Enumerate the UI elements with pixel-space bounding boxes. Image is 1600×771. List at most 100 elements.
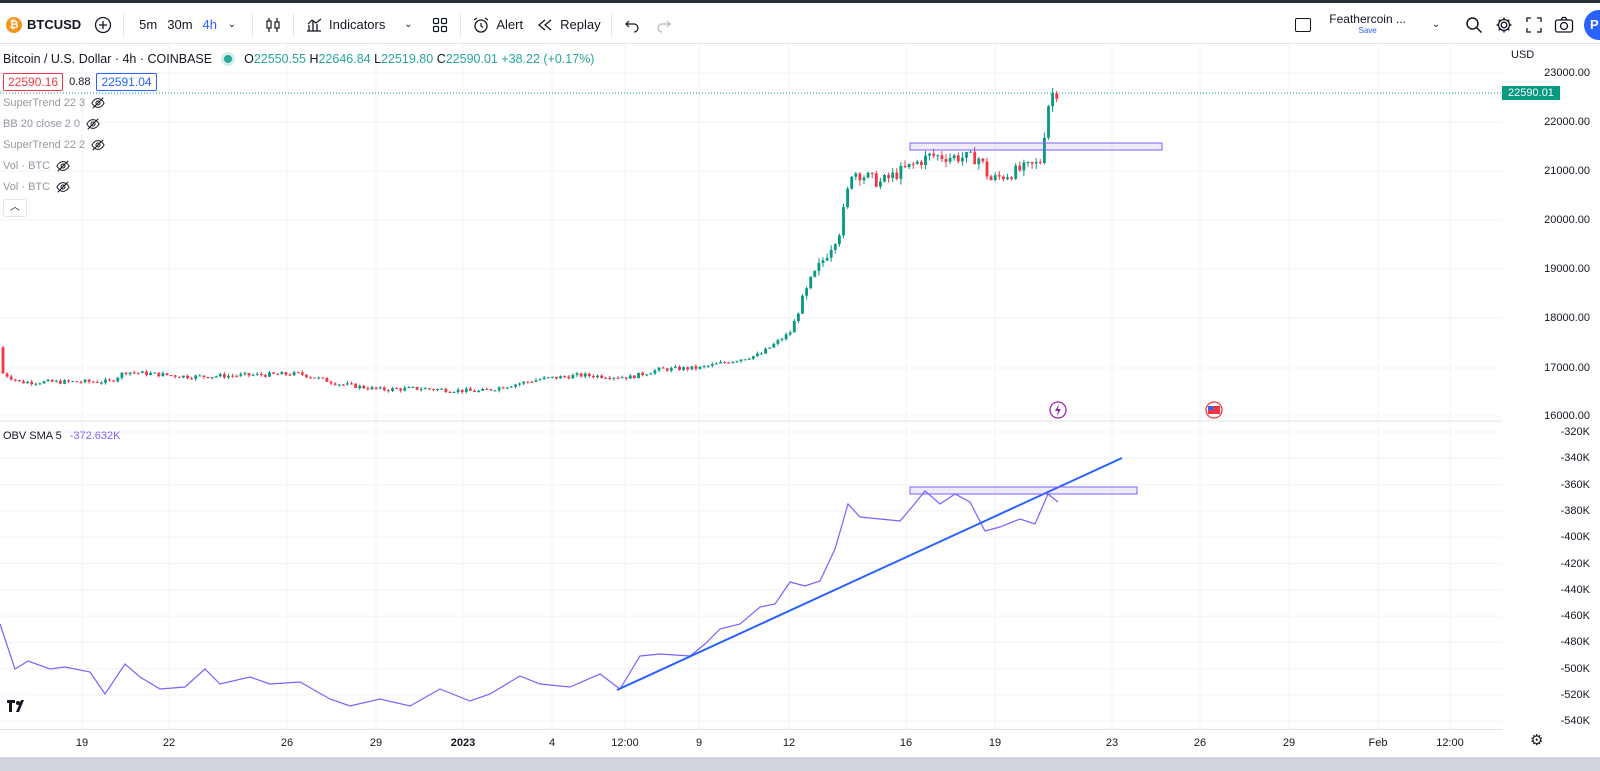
candle-body	[653, 370, 657, 374]
chevron-down-icon[interactable]: ⌄	[1431, 19, 1441, 30]
collapse-legend-button[interactable]: ︿	[3, 199, 27, 217]
interval-4h-button[interactable]: 4h	[202, 17, 217, 32]
eye-hidden-icon[interactable]	[91, 96, 105, 110]
interval-30m-button[interactable]: 30m	[167, 17, 193, 32]
candle-body	[805, 288, 808, 296]
eye-hidden-icon[interactable]	[86, 117, 100, 131]
indicator-supertrend-2[interactable]: SuperTrend 22 2	[3, 134, 594, 155]
candle-body	[26, 381, 29, 384]
gear-icon[interactable]	[1494, 15, 1514, 35]
candle-body	[915, 161, 919, 164]
candle-body	[1, 347, 5, 374]
symbol-search-button[interactable]: ₿ BTCUSD	[0, 6, 87, 43]
time-tick-label: 29	[1282, 737, 1296, 749]
redo-button[interactable]	[648, 6, 680, 43]
candle-body	[514, 384, 517, 387]
candle-body	[883, 174, 886, 182]
candle-body	[768, 347, 772, 349]
candle-body	[575, 373, 579, 376]
candle-body	[801, 295, 804, 314]
candle-body	[153, 372, 157, 374]
candle-body	[485, 388, 489, 390]
candle-body	[911, 163, 915, 165]
candle-body	[284, 372, 288, 375]
eye-hidden-icon[interactable]	[56, 159, 70, 173]
alert-button[interactable]: Alert	[465, 6, 529, 43]
obv-scale[interactable]: -320K -340K -360K -380K -400K -420K -440K -460K…	[1502, 421, 1600, 729]
replay-button[interactable]: Replay	[529, 6, 606, 43]
candle-body	[34, 383, 38, 385]
obv-trendline[interactable]	[616, 457, 1123, 691]
symbol-title[interactable]: Bitcoin / U.S. Dollar · 4h · COINBASE	[3, 52, 213, 66]
chart-type-button[interactable]	[257, 6, 289, 43]
indicator-vol-2[interactable]: Vol · BTC	[3, 176, 594, 197]
candle-body	[1022, 162, 1026, 171]
candle-body	[792, 321, 796, 333]
layout-name-button[interactable]: Feathercoin ... Save	[1329, 13, 1406, 37]
candle-body	[407, 387, 411, 389]
candle-body	[391, 388, 394, 391]
candle-body	[276, 373, 280, 375]
candle-body	[38, 383, 42, 385]
scale-settings-gear-icon[interactable]: ⚙	[1530, 732, 1544, 749]
currency-label[interactable]: USD	[1511, 49, 1535, 61]
candle-body	[116, 377, 120, 382]
candle-body	[956, 155, 960, 162]
candle-body	[50, 379, 54, 382]
candle-body	[874, 173, 878, 187]
time-tick-label: 26	[280, 737, 294, 749]
fullscreen-icon[interactable]	[1524, 15, 1544, 35]
candle-body	[59, 380, 62, 384]
candle-body	[132, 372, 136, 374]
camera-icon[interactable]	[1554, 15, 1574, 35]
templates-button[interactable]	[424, 6, 456, 43]
candle-body	[997, 175, 1001, 177]
candle-body	[1026, 161, 1030, 163]
candle-body	[1010, 177, 1013, 179]
chart-canvas[interactable]	[0, 44, 1502, 730]
indicator-supertrend-1[interactable]: SuperTrend 22 3	[3, 92, 594, 113]
indicator-bb[interactable]: BB 20 close 2 0	[3, 113, 594, 134]
candle-body	[702, 366, 706, 368]
resistance-box[interactable]	[909, 142, 1163, 151]
eye-hidden-icon[interactable]	[91, 138, 105, 152]
candle-body	[346, 383, 349, 385]
time-axis[interactable]: 19 22 26 29 2023 4 12:00 9 12 16 19 23 26 29 Feb 12:00	[0, 729, 1502, 757]
candle-body	[329, 381, 333, 384]
layout-icon[interactable]	[1295, 17, 1312, 32]
chevron-down-icon[interactable]: ⌄	[227, 19, 237, 30]
obv-line	[0, 490, 1059, 707]
eye-hidden-icon[interactable]	[56, 180, 70, 194]
candle-body	[5, 373, 9, 377]
chevron-down-icon[interactable]: ⌄	[404, 19, 413, 30]
undo-button[interactable]	[616, 6, 648, 43]
sell-price-button[interactable]: 22590.16	[3, 73, 64, 91]
indicator-label: Vol · BTC	[3, 180, 51, 193]
candle-body	[612, 377, 616, 379]
tradingview-logo[interactable]	[4, 695, 30, 717]
close-value: 22590.01	[445, 52, 498, 66]
candle-body	[559, 376, 562, 379]
candle-body	[542, 377, 546, 380]
indicators-button[interactable]: Indicators ⌄	[298, 6, 424, 43]
avatar[interactable]: P	[1584, 9, 1600, 40]
obv-tick-label: -380K	[1560, 504, 1590, 517]
indicator-vol-1[interactable]: Vol · BTC	[3, 155, 594, 176]
obv-tick-label: -340K	[1560, 452, 1590, 465]
candle-body	[981, 158, 985, 162]
interval-5m-button[interactable]: 5m	[139, 17, 158, 32]
candle-body	[411, 386, 415, 388]
candle-body	[469, 388, 472, 391]
candle-body	[444, 388, 448, 392]
compare-button[interactable]	[87, 6, 119, 43]
search-icon[interactable]	[1464, 15, 1484, 35]
candle-body	[788, 332, 792, 335]
obv-label[interactable]: OBV SMA 5	[3, 430, 62, 442]
price-scale[interactable]: 23000.00 22000.00 21000.00 20000.00 19000.00…	[1502, 44, 1600, 422]
candle-body	[366, 388, 370, 390]
price-tick-label: 21000.00	[1544, 165, 1590, 177]
obv-resistance-box[interactable]	[909, 486, 1138, 495]
candle-body	[149, 373, 152, 375]
candle-body	[985, 161, 989, 177]
buy-price-button[interactable]: 22591.04	[96, 73, 157, 91]
